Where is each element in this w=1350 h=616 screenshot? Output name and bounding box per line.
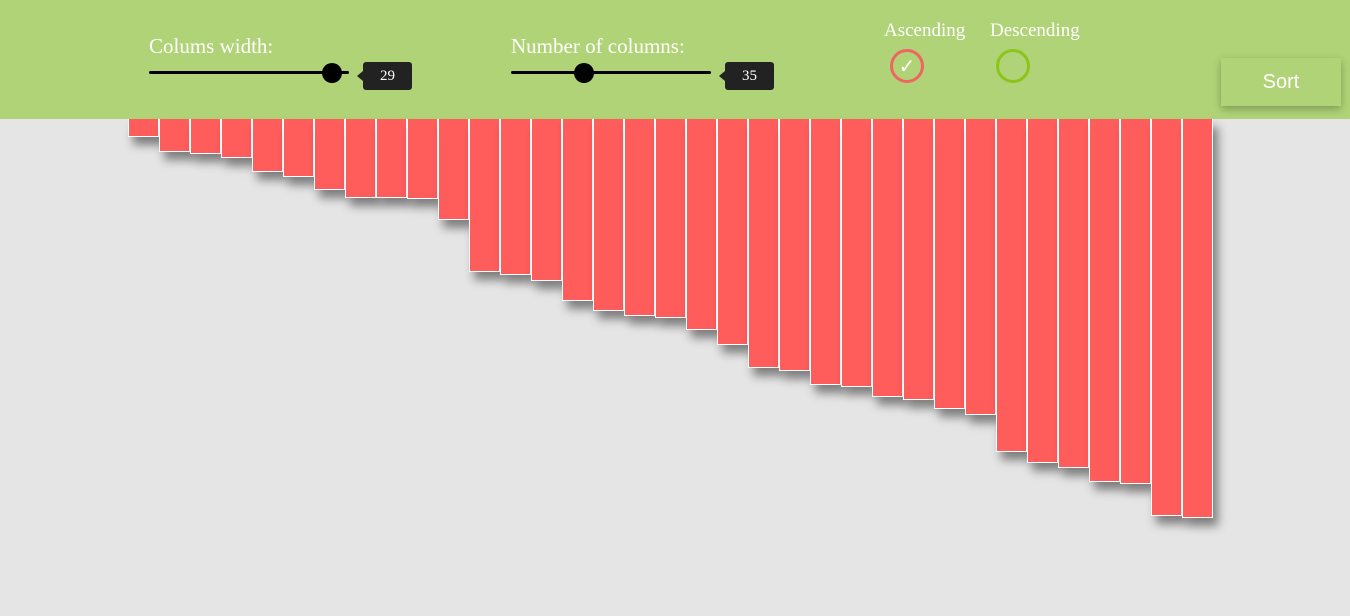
bar-columns-area [0, 119, 1350, 616]
bar-column [717, 119, 748, 345]
bar-column [1058, 119, 1089, 468]
bar-column [562, 119, 593, 301]
bar-column [283, 119, 314, 177]
bar-column [779, 119, 810, 371]
bar-column [748, 119, 779, 368]
descending-label: Descending [990, 20, 1080, 41]
column-width-label: Colums width: [149, 34, 274, 58]
bar-column [190, 119, 221, 154]
bar-column [996, 119, 1027, 452]
bar-column [376, 119, 407, 198]
bar-column [1182, 119, 1213, 518]
sort-button[interactable]: Sort [1221, 58, 1341, 106]
bar-column [934, 119, 965, 409]
column-count-value-tooltip: 35 [719, 62, 774, 90]
bar-column [841, 119, 872, 387]
bar-column [252, 119, 283, 172]
bar-column [314, 119, 345, 190]
bar-column [159, 119, 190, 152]
ascending-label: Ascending [884, 20, 966, 41]
bar-column [686, 119, 717, 330]
column-count-slider-track[interactable] [511, 71, 711, 74]
bar-column [221, 119, 252, 158]
top-control-bar: Colums width: 29 Number of columns: 35 A… [0, 0, 1350, 119]
bar-column [407, 119, 438, 199]
bar-column [345, 119, 376, 198]
bar-column [1027, 119, 1058, 463]
descending-radio[interactable] [996, 49, 1030, 83]
bar-column [1151, 119, 1182, 516]
bar-column [438, 119, 469, 220]
column-width-slider-thumb[interactable] [322, 63, 342, 83]
bar-column [1120, 119, 1151, 484]
bar-column [469, 119, 500, 272]
column-count-slider-thumb[interactable] [574, 63, 594, 83]
bar-column [655, 119, 686, 318]
check-icon: ✓ [898, 54, 916, 78]
bar-column [1089, 119, 1120, 482]
column-width-value-tooltip: 29 [357, 62, 412, 90]
bar-column [903, 119, 934, 400]
column-width-slider-track[interactable] [149, 71, 349, 74]
bar-column [593, 119, 624, 311]
column-count-slider[interactable] [511, 59, 711, 89]
bar-column [500, 119, 531, 275]
column-width-slider[interactable] [149, 59, 349, 89]
ascending-radio[interactable]: ✓ [890, 49, 924, 83]
bar-column [531, 119, 562, 281]
bar-column [965, 119, 996, 415]
bar-column [624, 119, 655, 316]
bar-column [872, 119, 903, 397]
column-count-label: Number of columns: [511, 34, 685, 58]
bar-column [128, 119, 159, 137]
bar-column [810, 119, 841, 385]
